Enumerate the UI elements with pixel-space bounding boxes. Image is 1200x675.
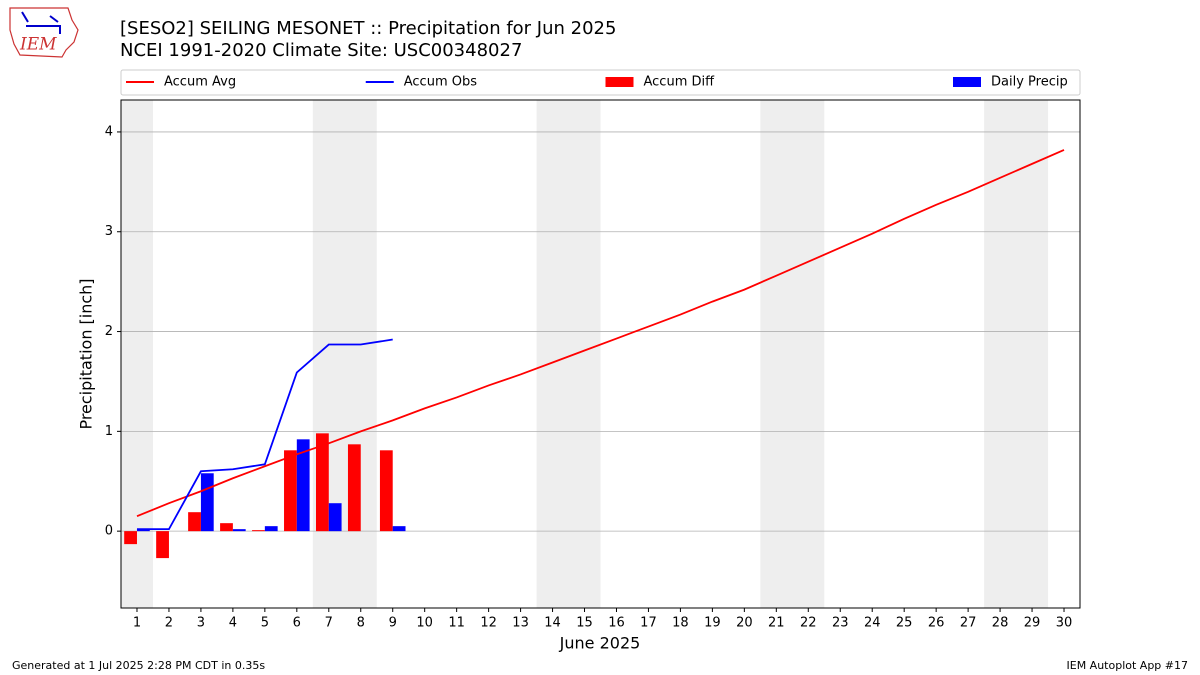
x-tick-label: 21 (768, 616, 785, 631)
chart-subtitle: NCEI 1991-2020 Climate Site: USC00348027 (120, 40, 522, 61)
x-tick-label: 22 (800, 616, 817, 631)
x-tick-label: 8 (357, 616, 365, 631)
x-tick-label: 23 (832, 616, 849, 631)
bar (328, 503, 342, 532)
x-tick-label: 26 (928, 616, 945, 631)
x-tick-label: 11 (448, 616, 465, 631)
x-tick-label: 29 (1024, 616, 1041, 631)
legend-label: Daily Precip (991, 75, 1068, 90)
bar (220, 523, 233, 532)
x-tick-label: 16 (608, 616, 625, 631)
line (136, 149, 1065, 518)
x-tick-label: 10 (416, 616, 433, 631)
bar (379, 450, 393, 532)
footer-left: Generated at 1 Jul 2025 2:28 PM CDT in 0… (12, 659, 265, 672)
line (136, 338, 393, 531)
x-tick-label: 2 (165, 616, 173, 631)
weekend-shade (312, 100, 377, 608)
x-tick-label: 15 (576, 616, 593, 631)
x-tick-label: 27 (960, 616, 977, 631)
bar (188, 512, 201, 532)
legend-label: Accum Obs (404, 75, 477, 90)
legend-label: Accum Diff (644, 75, 716, 90)
x-tick-label: 1 (133, 616, 141, 631)
bar (264, 526, 278, 532)
x-tick-label: 12 (480, 616, 497, 631)
plot-frame (120, 99, 1081, 609)
bar (392, 526, 406, 532)
bar (315, 433, 329, 532)
weekend-shade (536, 100, 601, 608)
legend-box (120, 69, 1081, 96)
bar (124, 531, 137, 545)
x-tick-label: 5 (261, 616, 269, 631)
y-tick-label: 3 (105, 224, 113, 239)
x-tick-label: 4 (229, 616, 237, 631)
bar (347, 444, 361, 532)
bar (232, 529, 246, 532)
x-tick-label: 3 (197, 616, 205, 631)
x-axis-label: June 2025 (559, 634, 641, 653)
bar (252, 530, 265, 532)
bar (200, 473, 214, 532)
x-tick-label: 17 (640, 616, 657, 631)
chart-title: [SESO2] SEILING MESONET :: Precipitation… (120, 18, 616, 39)
y-tick-label: 4 (105, 124, 113, 139)
y-axis-label: Precipitation [inch] (77, 278, 96, 429)
bar (136, 529, 150, 532)
weekend-shade (760, 100, 825, 608)
x-tick-label: 19 (704, 616, 721, 631)
legend-label: Accum Avg (164, 75, 236, 90)
y-tick-label: 1 (105, 424, 113, 439)
x-tick-label: 6 (293, 616, 301, 631)
bar (284, 450, 297, 532)
weekend-shade (984, 100, 1049, 608)
y-tick-label: 2 (105, 324, 113, 339)
x-tick-label: 18 (672, 616, 689, 631)
x-tick-label: 24 (864, 616, 881, 631)
x-tick-label: 7 (325, 616, 333, 631)
x-tick-label: 14 (544, 616, 561, 631)
x-tick-label: 30 (1056, 616, 1073, 631)
x-tick-label: 20 (736, 616, 753, 631)
x-tick-label: 9 (389, 616, 397, 631)
bar (296, 439, 310, 532)
logo-text: IEM (19, 35, 57, 55)
logo: IEM (9, 7, 79, 58)
bar (156, 531, 169, 559)
x-tick-label: 28 (992, 616, 1009, 631)
x-tick-label: 25 (896, 616, 913, 631)
footer-right: IEM Autoplot App #17 (1067, 659, 1189, 672)
y-tick-label: 0 (105, 524, 113, 539)
legend-swatch (953, 77, 981, 87)
legend-swatch (605, 77, 634, 87)
weekend-shade (121, 100, 153, 608)
x-tick-label: 13 (512, 616, 529, 631)
